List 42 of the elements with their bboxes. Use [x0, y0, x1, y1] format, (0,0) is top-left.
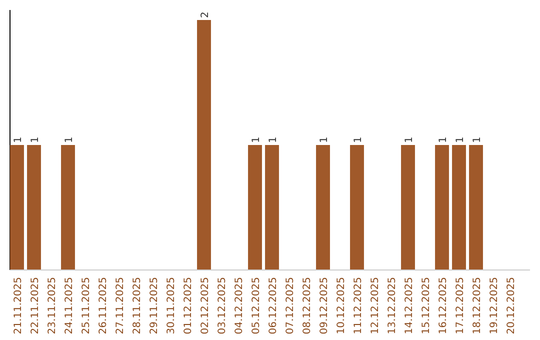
- data-label: 2: [200, 12, 211, 18]
- x-tick-label: 25.11.2025: [81, 277, 92, 334]
- data-label: 1: [268, 136, 279, 143]
- data-label: 1: [404, 136, 415, 143]
- x-tick-label: 29.11.2025: [149, 277, 160, 334]
- x-tick-label: 09.12.2025: [319, 277, 330, 334]
- data-label: 1: [319, 136, 330, 143]
- x-tick-label: 05.12.2025: [251, 277, 262, 334]
- x-tick-label: 16.12.2025: [438, 277, 449, 334]
- x-tick-label: 01.12.2025: [183, 277, 194, 334]
- data-label: 1: [251, 136, 262, 143]
- data-label: 1: [353, 136, 364, 143]
- x-tick-label: 28.11.2025: [132, 277, 143, 334]
- x-tick-label: 21.11.2025: [13, 277, 24, 334]
- x-tick-label: 30.11.2025: [166, 277, 177, 334]
- x-tick-label: 20.12.2025: [506, 277, 517, 334]
- x-tick-label: 27.11.2025: [115, 277, 126, 334]
- data-label: 1: [455, 136, 466, 143]
- data-label: 1: [472, 136, 483, 143]
- x-tick-label: 04.12.2025: [234, 277, 245, 334]
- x-tick-label: 15.12.2025: [421, 277, 432, 334]
- data-label: 1: [30, 136, 41, 143]
- x-tick-label: 06.12.2025: [268, 277, 279, 334]
- data-label: 1: [64, 136, 75, 143]
- x-tick-label: 10.12.2025: [336, 277, 347, 334]
- x-tick-label: 14.12.2025: [404, 277, 415, 334]
- x-tick-label: 18.12.2025: [472, 277, 483, 334]
- x-tick-label: 13.12.2025: [387, 277, 398, 334]
- x-tick-label: 26.11.2025: [98, 277, 109, 334]
- data-label: 1: [438, 136, 449, 143]
- x-tick-label: 12.12.2025: [370, 277, 381, 334]
- x-tick-label: 24.11.2025: [64, 277, 75, 334]
- x-tick-label: 22.11.2025: [30, 277, 41, 334]
- x-tick-label: 23.11.2025: [47, 277, 58, 334]
- x-tick-label: 03.12.2025: [217, 277, 228, 334]
- x-tick-label: 19.12.2025: [489, 277, 500, 334]
- x-tick-label: 02.12.2025: [200, 277, 211, 334]
- x-tick-label: 07.12.2025: [285, 277, 296, 334]
- x-tick-label: 11.12.2025: [353, 277, 364, 334]
- x-tick-label: 08.12.2025: [302, 277, 313, 334]
- data-label: 1: [13, 136, 24, 143]
- x-tick-label: 17.12.2025: [455, 277, 466, 334]
